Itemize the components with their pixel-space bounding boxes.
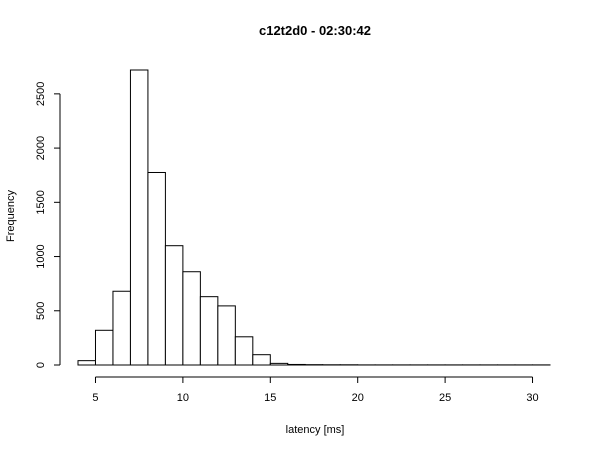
- histogram-bar: [164, 245, 184, 366]
- y-tick-label: 500: [35, 302, 47, 320]
- x-axis-label: latency [ms]: [286, 424, 345, 436]
- x-tick-label: 20: [352, 392, 364, 404]
- y-tick-label: 0: [35, 362, 47, 368]
- histogram-bar: [252, 354, 271, 366]
- histogram-bar: [112, 290, 131, 366]
- x-tick-label: 30: [526, 392, 538, 404]
- histogram-bar: [147, 171, 166, 366]
- chart-title: c12t2d0 - 02:30:42: [259, 23, 371, 38]
- y-axis-label: Frequency: [5, 190, 17, 242]
- y-tick-label: 2500: [35, 82, 47, 106]
- histogram-bar: [77, 360, 96, 366]
- histogram-bar: [182, 271, 201, 366]
- histogram-bar: [287, 363, 306, 366]
- histogram-bar: [94, 329, 114, 366]
- y-tick-label: 2000: [35, 136, 47, 160]
- histogram-bar: [217, 305, 236, 366]
- x-tick-label: 10: [177, 392, 189, 404]
- histogram-bar: [199, 296, 219, 366]
- histogram-bar: [234, 336, 254, 366]
- x-tick-label: 5: [92, 392, 98, 404]
- histogram-bar: [129, 69, 149, 366]
- x-tick-label: 25: [439, 392, 451, 404]
- y-axis: 0 500 1000 1500 2000 2500: [35, 82, 61, 368]
- y-tick-label: 1500: [35, 190, 47, 214]
- y-tick-label: 1000: [35, 244, 47, 268]
- x-tick-label: 15: [264, 392, 276, 404]
- bars-group: [77, 69, 551, 366]
- histogram-bar: [269, 362, 289, 366]
- x-axis: 5 10 15 20 25 30: [92, 376, 539, 404]
